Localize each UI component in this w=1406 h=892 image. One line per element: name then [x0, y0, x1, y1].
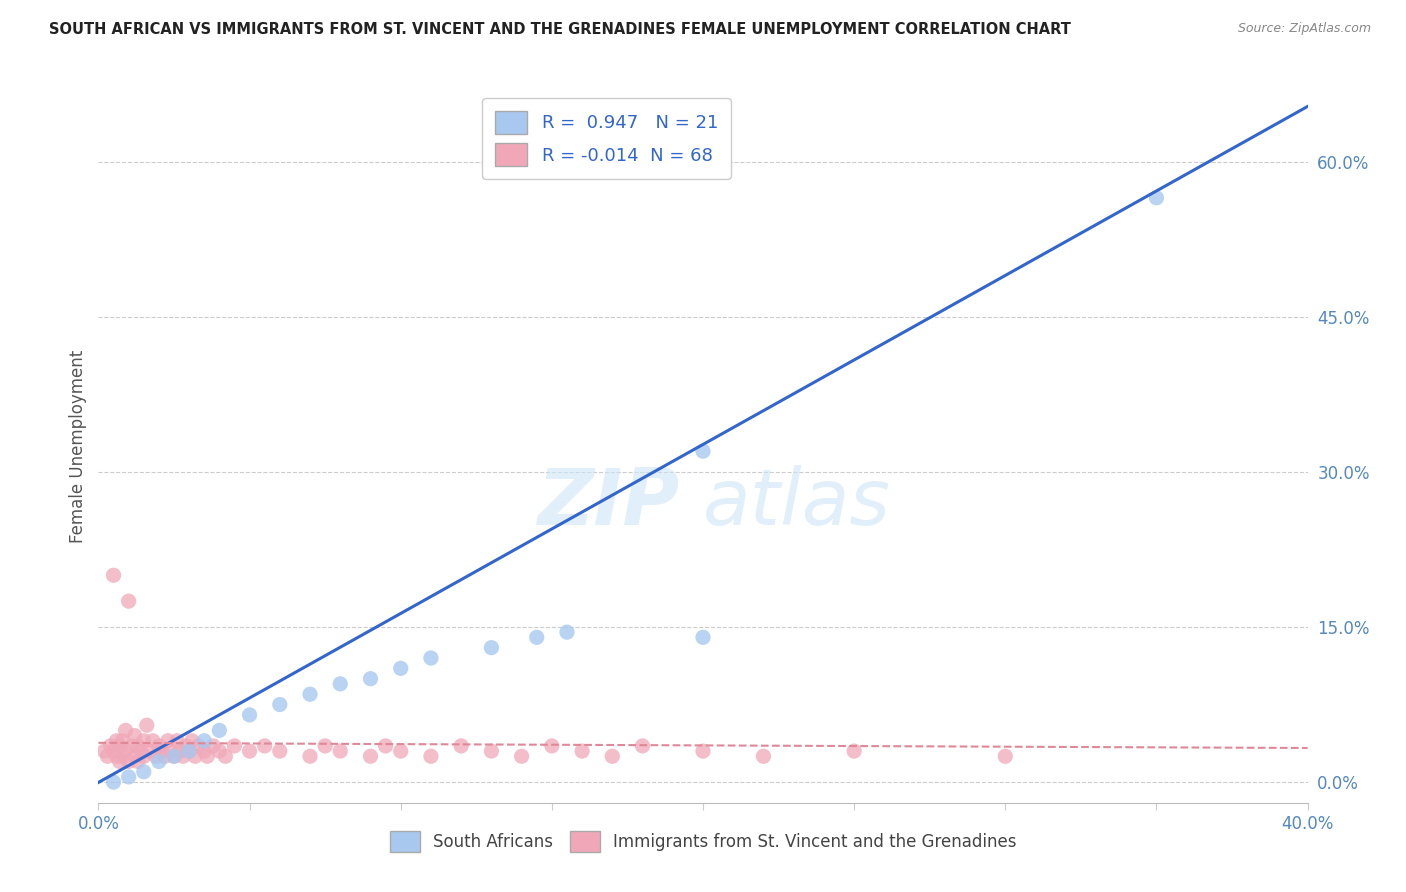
Point: [139, 744, 162, 758]
Point: [132, 733, 155, 747]
Point: [269, 698, 291, 712]
Point: [118, 770, 141, 784]
Point: [299, 749, 322, 764]
Point: [571, 744, 593, 758]
Point: [93, 744, 115, 758]
Point: [124, 729, 146, 743]
Point: [692, 630, 714, 644]
Point: [187, 739, 209, 753]
Point: [360, 672, 382, 686]
Point: [160, 744, 183, 758]
Point: [184, 749, 207, 764]
Point: [202, 739, 225, 753]
Point: [253, 739, 276, 753]
Point: [555, 625, 578, 640]
Point: [631, 739, 654, 753]
Text: ZIP: ZIP: [537, 465, 679, 541]
Point: [214, 749, 236, 764]
Point: [124, 749, 146, 764]
Point: [269, 744, 291, 758]
Point: [389, 661, 412, 675]
Point: [174, 739, 197, 753]
Point: [103, 744, 125, 758]
Point: [127, 755, 149, 769]
Point: [135, 718, 157, 732]
Point: [114, 723, 136, 738]
Point: [208, 744, 231, 758]
Point: [420, 651, 443, 665]
Point: [193, 733, 215, 747]
Text: SOUTH AFRICAN VS IMMIGRANTS FROM ST. VINCENT AND THE GRENADINES FEMALE UNEMPLOYM: SOUTH AFRICAN VS IMMIGRANTS FROM ST. VIN…: [49, 22, 1071, 37]
Point: [450, 739, 472, 753]
Point: [150, 744, 173, 758]
Point: [360, 749, 382, 764]
Point: [179, 744, 201, 758]
Point: [181, 733, 204, 747]
Point: [329, 744, 352, 758]
Point: [239, 744, 262, 758]
Point: [142, 733, 165, 747]
Point: [148, 755, 170, 769]
Point: [163, 749, 186, 764]
Point: [132, 764, 155, 779]
Point: [526, 630, 548, 644]
Point: [329, 677, 352, 691]
Point: [148, 739, 170, 753]
Point: [166, 733, 188, 747]
Point: [103, 775, 125, 789]
Point: [156, 733, 179, 747]
Point: [118, 755, 141, 769]
Point: [510, 749, 533, 764]
Point: [121, 739, 143, 753]
Point: [108, 739, 131, 753]
Point: [540, 739, 562, 753]
Point: [127, 739, 149, 753]
Point: [314, 739, 336, 753]
Point: [108, 755, 131, 769]
Point: [111, 733, 134, 747]
Point: [481, 744, 503, 758]
Point: [752, 749, 775, 764]
Point: [224, 739, 246, 753]
Point: [169, 744, 191, 758]
Point: [100, 739, 122, 753]
Point: [481, 640, 503, 655]
Point: [105, 733, 128, 747]
Point: [172, 749, 194, 764]
Point: [145, 749, 167, 764]
Point: [103, 568, 125, 582]
Y-axis label: Female Unemployment: Female Unemployment: [69, 350, 87, 542]
Point: [602, 749, 624, 764]
Point: [299, 687, 322, 701]
Point: [132, 749, 155, 764]
Point: [844, 744, 866, 758]
Point: [1144, 191, 1167, 205]
Point: [111, 749, 134, 764]
Point: [692, 444, 714, 458]
Point: [239, 707, 262, 722]
Point: [195, 749, 218, 764]
Point: [374, 739, 396, 753]
Point: [118, 594, 141, 608]
Point: [193, 744, 215, 758]
Point: [129, 744, 152, 758]
Point: [114, 744, 136, 758]
Point: [208, 723, 231, 738]
Point: [163, 749, 186, 764]
Point: [96, 749, 118, 764]
Point: [994, 749, 1017, 764]
Text: Source: ZipAtlas.com: Source: ZipAtlas.com: [1237, 22, 1371, 36]
Legend: South Africans, Immigrants from St. Vincent and the Grenadines: South Africans, Immigrants from St. Vinc…: [382, 824, 1024, 859]
Text: atlas: atlas: [703, 465, 891, 541]
Point: [420, 749, 443, 764]
Point: [179, 744, 201, 758]
Point: [153, 749, 176, 764]
Point: [692, 744, 714, 758]
Point: [105, 749, 128, 764]
Point: [389, 744, 412, 758]
